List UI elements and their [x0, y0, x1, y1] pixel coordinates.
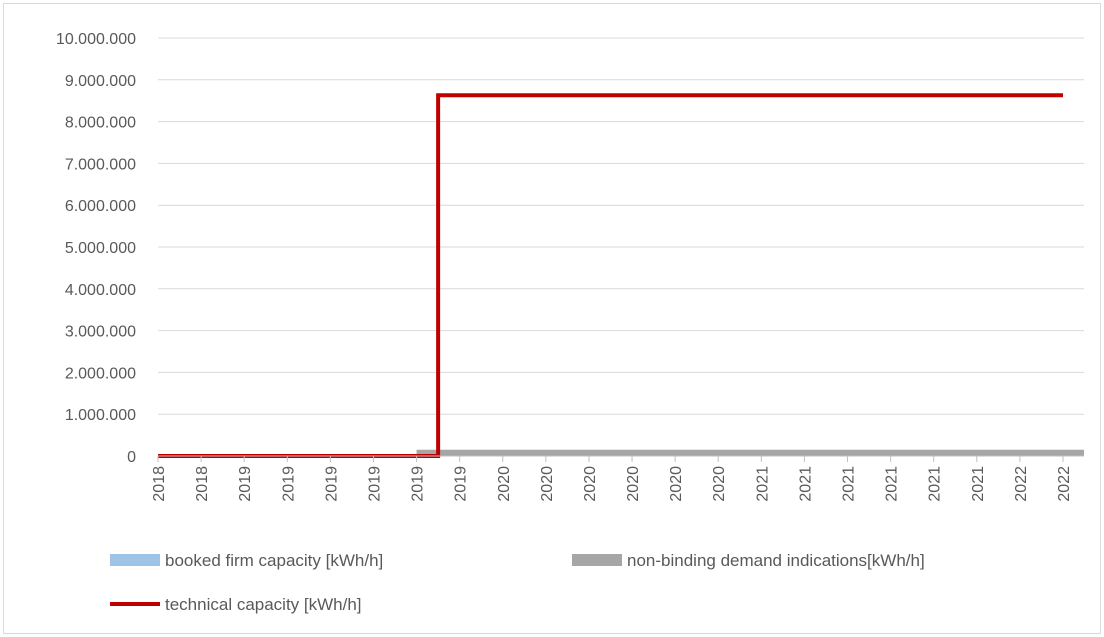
- x-tick-label: 2021: [841, 466, 858, 502]
- area-series: [416, 449, 1085, 456]
- x-tick-label: 2022: [1013, 466, 1030, 502]
- x-tick-label: 2021: [970, 466, 987, 502]
- x-tick-label: 2021: [927, 466, 944, 502]
- x-tick-label: 2018: [194, 466, 211, 502]
- chart-frame: 0 1.000.000 2.000.000 3.000.000 4.000.000 5.0…: [3, 3, 1101, 634]
- x-tick-label: 2020: [711, 466, 728, 502]
- legend: booked firm capacity [kWh/h] non-binding …: [110, 551, 925, 614]
- capacity-chart: 0 1.000.000 2.000.000 3.000.000 4.000.000 5.0…: [56, 31, 1085, 614]
- area-non-binding: [416, 449, 1085, 456]
- x-tick-label: 2021: [754, 466, 771, 502]
- y-tick-label: 0: [127, 449, 136, 466]
- y-tick-label: 7.000.000: [65, 156, 136, 173]
- y-tick-label: 4.000.000: [65, 282, 136, 299]
- y-axis: 0 1.000.000 2.000.000 3.000.000 4.000.000 5.0…: [56, 31, 136, 466]
- y-tick-label: 10.000.000: [56, 31, 136, 48]
- legend-label: booked firm capacity [kWh/h]: [165, 551, 383, 570]
- series-line-technical-capacity: [158, 93, 1063, 458]
- x-tick-label: 2020: [539, 466, 556, 502]
- x-tick-label: 2021: [797, 466, 814, 502]
- y-tick-label: 6.000.000: [65, 198, 136, 215]
- x-tick-label: 2019: [410, 466, 427, 502]
- y-tick-label: 8.000.000: [65, 115, 136, 132]
- y-tick-label: 1.000.000: [65, 407, 136, 424]
- x-tick-label: 2019: [323, 466, 340, 502]
- x-tick-label: 2020: [496, 466, 513, 502]
- y-tick-label: 5.000.000: [65, 240, 136, 257]
- x-tick-label: 2020: [625, 466, 642, 502]
- legend-label: non-binding demand indications[kWh/h]: [627, 551, 925, 570]
- x-tick-label: 2019: [453, 466, 470, 502]
- y-tick-label: 3.000.000: [65, 324, 136, 341]
- legend-swatch: [572, 554, 622, 566]
- x-tick-label: 2020: [582, 466, 599, 502]
- legend-swatch: [110, 554, 160, 566]
- y-tick-label: 2.000.000: [65, 365, 136, 382]
- line-series: [158, 93, 1063, 458]
- y-tick-label: 9.000.000: [65, 73, 136, 90]
- x-tick-label: 2022: [1056, 466, 1073, 502]
- x-tick-label: 2021: [884, 466, 901, 502]
- gridlines: [158, 37, 1084, 457]
- x-tick-label: 2018: [151, 466, 168, 502]
- x-tick-label: 2019: [366, 466, 383, 502]
- x-tick-label: 2019: [280, 466, 297, 502]
- x-tick-label: 2019: [237, 466, 254, 502]
- x-tick-label: 2020: [668, 466, 685, 502]
- x-axis: 2018 2018 2019 2019 2019 2019 2019 2019 2020 2020…: [151, 455, 1084, 502]
- legend-label: technical capacity [kWh/h]: [165, 595, 362, 614]
